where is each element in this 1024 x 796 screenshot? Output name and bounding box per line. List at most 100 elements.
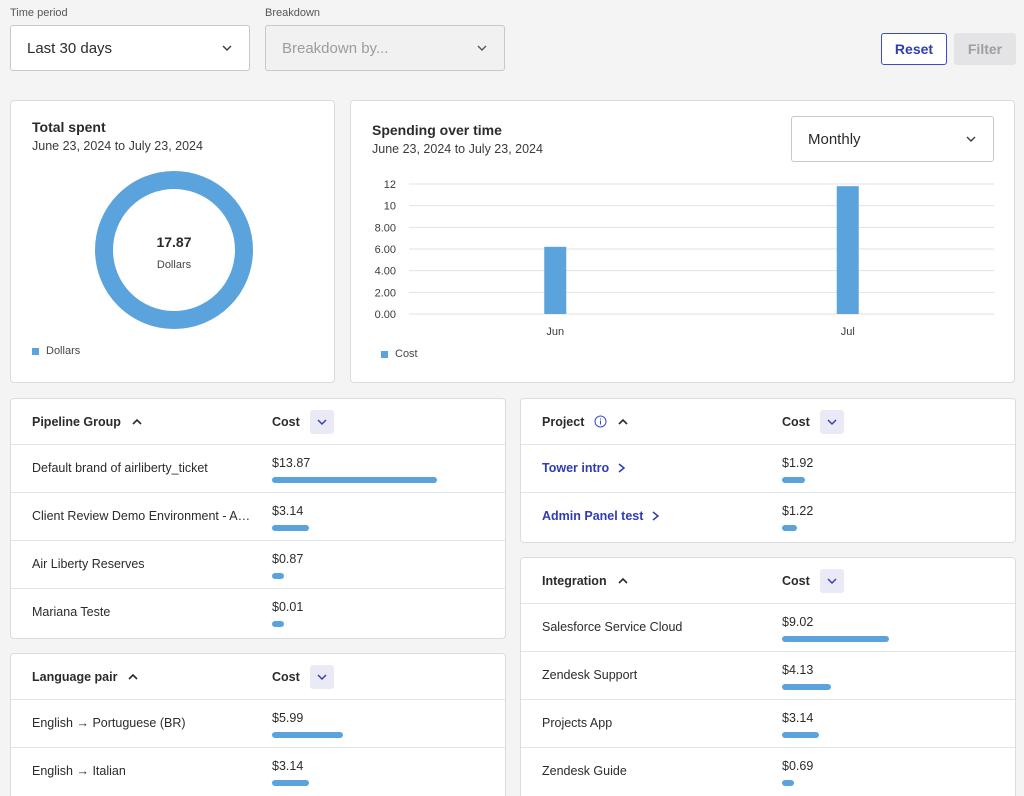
table-row: Tower intro $1.92 [521,445,1015,493]
project-link[interactable]: Admin Panel test [542,509,660,523]
table-body: English → Portuguese (BR) $5.99 English → … [11,700,505,796]
row-name-text: Tower intro [542,461,610,475]
header-label: Cost [272,414,300,429]
chevron-up-icon[interactable] [131,416,143,428]
row-name-text: Client Review Demo Environment - Air Lib… [32,509,252,523]
info-icon[interactable] [594,415,607,428]
table-body: Tower intro $1.92 Admin Panel test $1.22 [521,445,1015,541]
chevron-down-icon [317,674,327,680]
sort-button[interactable] [309,664,334,689]
cost-bar [782,780,794,786]
sort-button[interactable] [819,409,844,434]
x-tick-label: Jun [546,326,564,338]
row-cost: $9.02 [782,615,814,629]
row-name-text: Salesforce Service Cloud [542,620,683,634]
cost-bar [782,636,890,642]
row-cost: $3.14 [272,759,304,773]
cost-bar [272,525,310,531]
row-name-text: Zendesk Support [542,668,638,682]
table-row: Admin Panel test $1.22 [521,493,1015,541]
table-body: Salesforce Service Cloud $9.02 Zendesk Sup… [521,604,1015,796]
y-tick-label: 8.00 [375,222,396,234]
table-row: Default brand of airliberty_ticket $13.87 [11,445,505,493]
table-row: Zendesk Support $4.13 [521,652,1015,700]
row-cost: $0.01 [272,600,304,614]
pipeline-group-table: Pipeline Group Cost Default brand of air… [10,398,506,639]
table-row: Air Liberty Reserves $0.87 [11,541,505,589]
chevron-up-icon[interactable] [127,671,139,683]
language-pair-header[interactable]: Language pair [32,670,139,684]
chevron-up-icon[interactable] [617,416,629,428]
row-name: English → Italian [32,764,126,778]
total-spent-title: Total spent [32,119,106,135]
cost-bar [272,780,310,786]
sort-button[interactable] [309,409,334,434]
chevron-right-icon [652,511,660,521]
table-header: Project Cost [521,399,1015,445]
row-name-text: Zendesk Guide [542,764,627,778]
y-tick-label: 2.00 [375,287,396,299]
sort-button[interactable] [819,568,844,593]
row-name-text: English → Portuguese (BR) [32,716,186,730]
chevron-right-icon [618,463,626,473]
row-name: Salesforce Service Cloud [542,620,682,634]
reset-button[interactable]: Reset [881,33,947,65]
y-tick-label: 6.00 [375,244,396,256]
project-link[interactable]: Tower intro [542,461,626,475]
cost-bar [782,684,832,690]
row-name: Projects App [542,716,612,730]
total-spent-card: Total spent June 23, 2024 to July 23, 20… [10,100,335,383]
header-label: Pipeline Group [32,414,121,429]
header-label: Project [542,414,585,429]
bar-jun [544,246,567,314]
integration-header[interactable]: Integration [542,574,629,588]
chevron-down-icon [317,419,327,425]
row-name-text: Projects App [542,716,613,730]
legend-swatch [381,350,388,358]
project-header[interactable]: Project [542,415,629,429]
total-spent-legend: Dollars [32,345,80,357]
cost-header[interactable]: Cost [782,409,844,434]
language-pair-table: Language pair Cost English → Portuguese … [10,653,506,796]
row-name-text: Default brand of airliberty_ticket [32,461,208,475]
row-cost: $1.22 [782,504,814,518]
y-tick-label: 12 [384,179,396,191]
cost-bar [272,477,437,483]
row-name: English → Portuguese (BR) [32,716,186,730]
header-label: Cost [782,414,810,429]
header-label: Integration [542,573,607,588]
row-cost: $13.87 [272,456,311,470]
integration-table: Integration Cost Salesforce Service Clou… [520,557,1016,796]
time-period-label: Time period [10,7,68,19]
row-name: Client Review Demo Environment - Air Lib… [32,509,252,523]
header-label: Cost [782,573,810,588]
table-row: English → Portuguese (BR) $5.99 [11,700,505,748]
row-name-text: Air Liberty Reserves [32,557,145,571]
cost-header[interactable]: Cost [272,664,334,689]
row-name-text: English → Italian [32,764,126,778]
cost-header[interactable]: Cost [782,568,844,593]
y-tick-label: 10 [384,201,396,213]
chevron-down-icon [222,45,232,51]
cost-header[interactable]: Cost [272,409,334,434]
interval-select[interactable]: Monthly [791,116,994,162]
row-cost: $1.92 [782,456,814,470]
breakdown-select[interactable]: Breakdown by... [265,25,505,71]
chevron-down-icon [827,419,837,425]
chevron-down-icon [827,578,837,584]
pipeline-group-header[interactable]: Pipeline Group [32,415,143,429]
filter-button[interactable]: Filter [954,33,1016,65]
row-name: Air Liberty Reserves [32,557,145,571]
spending-over-time-date-range: June 23, 2024 to July 23, 2024 [372,142,543,156]
interval-value: Monthly [808,130,861,148]
x-tick-label: Jul [841,326,855,338]
table-row: Zendesk Guide $0.69 [521,748,1015,796]
time-period-select[interactable]: Last 30 days [10,25,250,71]
breakdown-placeholder: Breakdown by... [282,39,389,57]
table-row: English → Italian $3.14 [11,748,505,796]
row-cost: $0.69 [782,759,814,773]
chevron-up-icon[interactable] [617,575,629,587]
y-tick-label: 0.00 [375,309,396,321]
cost-bar [782,525,797,531]
row-cost: $5.99 [272,711,304,725]
